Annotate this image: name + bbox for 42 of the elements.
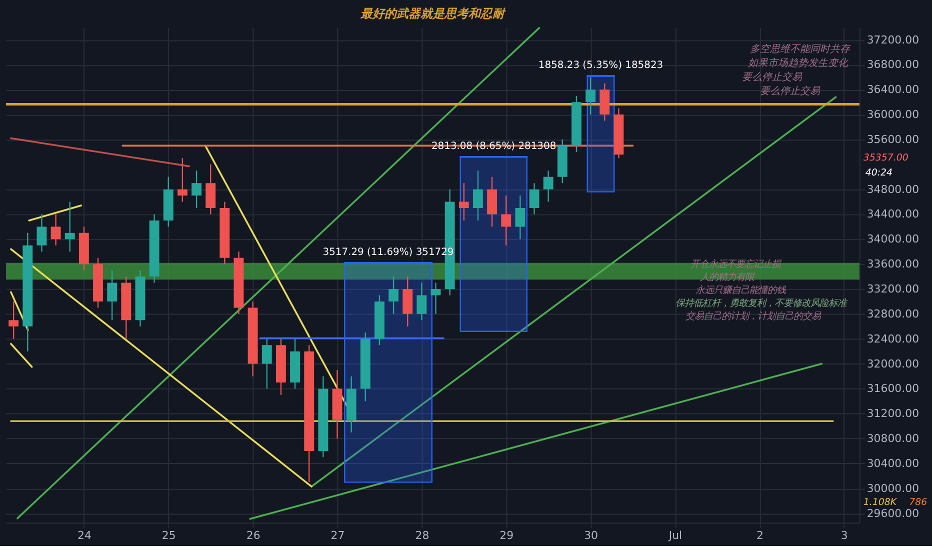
y-tick-label: 30800.00 [866, 432, 920, 446]
annotation: 永远只赚自己能懂的钱 [695, 284, 786, 296]
y-tick-label: 33200.00 [866, 282, 920, 296]
text: 1.108K [863, 496, 898, 508]
y-tick-label: 30400.00 [866, 456, 920, 470]
x-tick-label: 2 [756, 529, 764, 542]
y-tick-label: 36000.00 [866, 108, 920, 122]
y-tick-label: 34000.00 [866, 232, 920, 246]
x-tick-label: Jul [668, 529, 682, 542]
annotation: 1858.23 (5.35%) 185823 [538, 60, 664, 71]
x-tick-label: 29 [500, 529, 514, 542]
x-tick-label: 27 [330, 529, 345, 542]
x-tick-label: 30 [584, 529, 598, 542]
x-tick-label: 3 [840, 529, 848, 542]
y-tick-label: 37200.00 [866, 33, 920, 46]
y-tick-label: 30000.00 [866, 482, 920, 495]
y-tick-label: 31600.00 [866, 382, 920, 396]
y-tick-label: 36800.00 [866, 58, 920, 72]
y-tick-label: 34400.00 [866, 208, 920, 221]
annotation: 要么停止交易 [760, 84, 821, 97]
x-tick-label: 24 [77, 529, 92, 542]
chart-title: 最好的武器就是思考和忍耐 [360, 6, 507, 21]
text: 40:24 [865, 168, 893, 179]
y-tick-label: 32400.00 [866, 332, 920, 346]
x-tick-label: 28 [415, 529, 430, 542]
annotation: 多空思维不能同时共存 [750, 43, 852, 56]
annotation: 要么停止交易 [742, 71, 804, 84]
x-tick-label: 26 [246, 529, 260, 542]
y-tick-label: 36400.00 [866, 83, 920, 96]
text: 786 [909, 496, 928, 508]
y-tick-label: 33600.00 [866, 258, 920, 271]
text: 35357.00 [863, 152, 908, 164]
x-tick-label: 25 [162, 529, 176, 542]
annotation: 交易自己的计划，计划自己的交易 [685, 310, 822, 322]
y-tick-label: 31200.00 [866, 407, 920, 420]
annotation: 保持低杠杆，勇敢复利，不要修改风险标准 [675, 298, 848, 309]
y-tick-label: 32000.00 [866, 357, 920, 370]
y-tick-label: 34800.00 [866, 182, 920, 196]
y-tick-label: 35600.00 [866, 132, 920, 146]
y-tick-label: 29600.00 [866, 506, 920, 520]
annotation: 如果市场趋势发生变化 [746, 57, 849, 70]
y-tick-label: 32800.00 [866, 307, 920, 320]
